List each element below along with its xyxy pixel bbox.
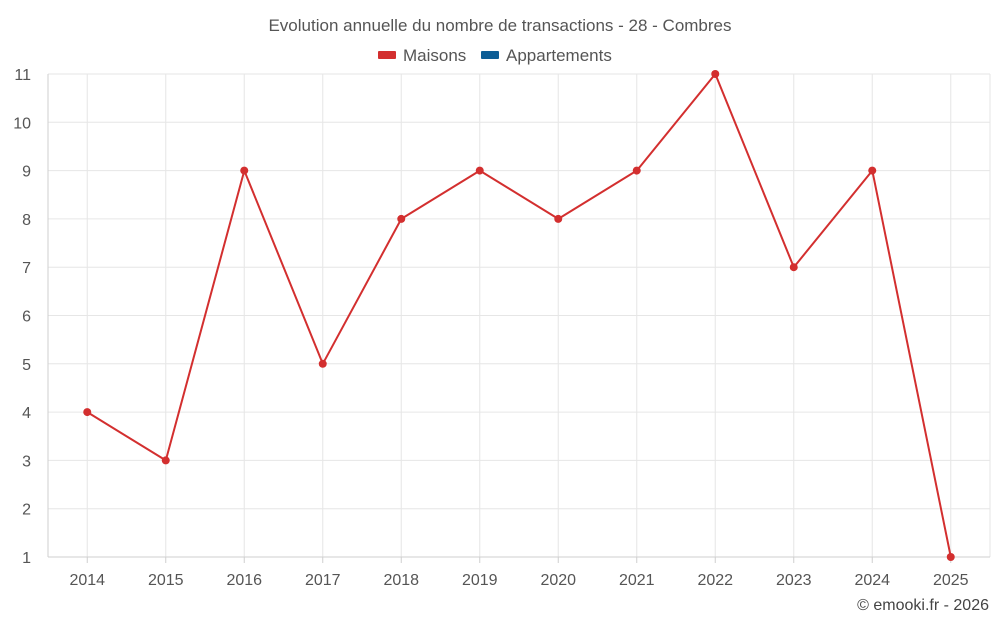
data-point-2020[interactable] [554, 214, 563, 223]
legend-item-maisons[interactable]: Maisons [378, 46, 466, 65]
x-tick-label: 2016 [226, 572, 262, 589]
x-tick-label: 2020 [540, 572, 576, 589]
x-tick-label: 2024 [854, 572, 890, 589]
y-tick-label: 7 [22, 260, 31, 277]
data-point-2016[interactable] [240, 166, 249, 175]
data-point-2017[interactable] [318, 359, 327, 368]
x-tick-label: 2025 [933, 572, 969, 589]
data-point-2022[interactable] [711, 70, 720, 78]
legend-swatch-appartements [481, 51, 499, 59]
chart-title: Evolution annuelle du nombre de transact… [268, 16, 731, 35]
x-tick-label: 2017 [305, 572, 341, 589]
x-tick-label: 2021 [619, 572, 655, 589]
y-tick-label: 9 [22, 164, 31, 181]
grid [48, 73, 990, 557]
data-point-2018[interactable] [397, 214, 406, 223]
y-tick-label: 10 [13, 115, 31, 132]
series-maisons [83, 70, 955, 561]
y-tick-label: 6 [22, 309, 31, 326]
data-point-2024[interactable] [868, 166, 877, 175]
legend: Maisons Appartements [378, 46, 612, 65]
y-tick-label: 8 [22, 212, 31, 229]
data-point-2015[interactable] [161, 456, 170, 465]
x-tick-label: 2022 [697, 572, 733, 589]
y-tick-label: 2 [22, 502, 31, 519]
series-line-maisons [86, 73, 952, 558]
data-point-2025[interactable] [946, 553, 955, 561]
y-tick-label: 4 [22, 405, 31, 422]
y-tick-label: 3 [22, 453, 31, 470]
legend-label-maisons: Maisons [403, 46, 466, 65]
data-point-2021[interactable] [632, 166, 641, 175]
y-tick-label: 1 [22, 550, 31, 567]
x-tick-label: 2023 [776, 572, 812, 589]
copyright-footer: © emooki.fr - 2026 [857, 597, 989, 614]
legend-label-appartements: Appartements [506, 46, 612, 65]
data-point-2019[interactable] [475, 166, 484, 175]
y-tick-label: 5 [22, 357, 31, 374]
x-axis-ticks: 2014 2015 2016 2017 2018 2019 2020 2021 2022 2023… [69, 572, 968, 589]
x-tick-label: 2014 [69, 572, 105, 589]
y-tick-label: 11 [14, 67, 31, 84]
legend-swatch-maisons [378, 51, 396, 59]
x-tick-label: 2018 [383, 572, 419, 589]
x-tick-label: 2019 [462, 572, 498, 589]
axes [47, 74, 991, 563]
y-axis-ticks: 1 2 3 4 5 6 7 8 9 10 11 [13, 67, 31, 567]
legend-item-appartements[interactable]: Appartements [481, 46, 612, 65]
data-point-2023[interactable] [789, 263, 798, 272]
x-tick-label: 2015 [148, 572, 184, 589]
data-point-2014[interactable] [83, 408, 92, 417]
